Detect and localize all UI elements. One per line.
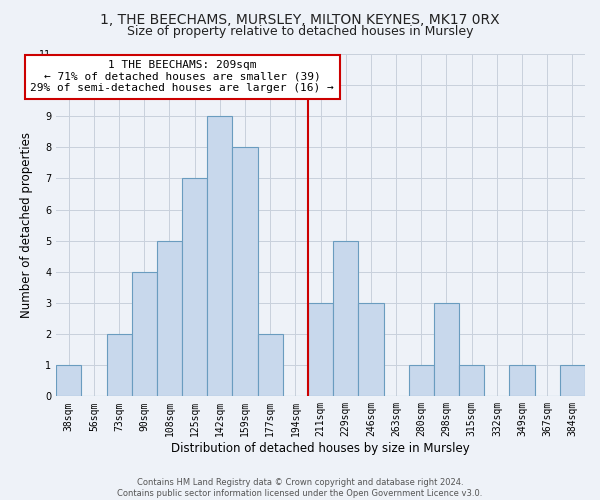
Bar <box>207 116 232 396</box>
Text: 1 THE BEECHAMS: 209sqm
← 71% of detached houses are smaller (39)
29% of semi-det: 1 THE BEECHAMS: 209sqm ← 71% of detached… <box>30 60 334 94</box>
Y-axis label: Number of detached properties: Number of detached properties <box>20 132 34 318</box>
Text: 1, THE BEECHAMS, MURSLEY, MILTON KEYNES, MK17 0RX: 1, THE BEECHAMS, MURSLEY, MILTON KEYNES,… <box>100 12 500 26</box>
Bar <box>358 303 383 396</box>
Bar <box>560 365 585 396</box>
Text: Size of property relative to detached houses in Mursley: Size of property relative to detached ho… <box>127 25 473 38</box>
Bar <box>257 334 283 396</box>
Bar <box>409 365 434 396</box>
Bar <box>56 365 82 396</box>
X-axis label: Distribution of detached houses by size in Mursley: Distribution of detached houses by size … <box>171 442 470 455</box>
Bar <box>308 303 333 396</box>
Bar <box>333 240 358 396</box>
Bar <box>459 365 484 396</box>
Bar <box>182 178 207 396</box>
Bar <box>107 334 132 396</box>
Bar <box>509 365 535 396</box>
Bar <box>232 148 257 396</box>
Bar <box>434 303 459 396</box>
Bar <box>132 272 157 396</box>
Text: Contains HM Land Registry data © Crown copyright and database right 2024.
Contai: Contains HM Land Registry data © Crown c… <box>118 478 482 498</box>
Bar <box>157 240 182 396</box>
